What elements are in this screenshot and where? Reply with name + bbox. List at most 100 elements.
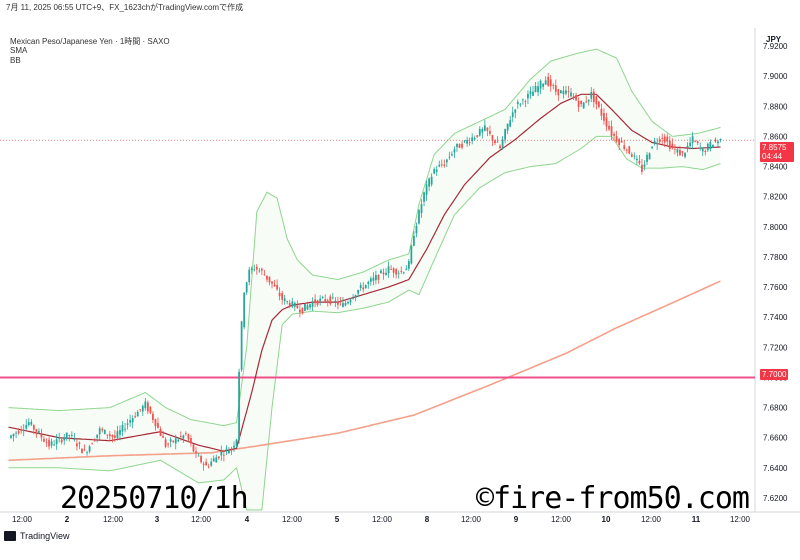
candle-body — [597, 101, 600, 108]
candle-body — [544, 80, 547, 85]
candle-body — [608, 125, 610, 130]
candle-body — [494, 140, 496, 144]
candle-body — [144, 401, 147, 409]
price-tick-label: 7.8000 — [763, 223, 788, 232]
candle-body — [501, 139, 504, 149]
candle-body — [648, 153, 651, 160]
candle-body — [506, 123, 509, 131]
candle-body — [200, 456, 202, 463]
candle-body — [22, 429, 25, 431]
candle-body — [445, 159, 448, 163]
candle-body — [266, 275, 268, 280]
candle-body — [587, 99, 590, 102]
candle-body — [618, 138, 621, 146]
candle-body — [516, 101, 519, 105]
candle-body — [83, 449, 86, 451]
candle-body — [395, 269, 398, 275]
candle-body — [397, 272, 400, 274]
candle-body — [364, 284, 367, 289]
indicator-sma-label[interactable]: SMA — [10, 46, 28, 55]
sma-long-line — [8, 280, 721, 462]
candle-body — [116, 431, 119, 438]
candle-body — [453, 149, 456, 153]
candle-body — [48, 439, 50, 447]
time-tick-label: 4 — [245, 515, 250, 524]
candle-body — [671, 143, 674, 149]
candle-body — [157, 422, 159, 428]
candle-body — [392, 268, 395, 273]
candle-body — [380, 270, 382, 274]
candle-body — [182, 435, 185, 439]
candle-body — [615, 136, 618, 142]
indicator-bb-label[interactable]: BB — [10, 56, 21, 65]
candle-body — [68, 435, 71, 436]
candle-body — [471, 137, 474, 142]
bollinger-bands — [8, 49, 721, 510]
candle-body — [456, 143, 458, 148]
candle-body — [691, 136, 694, 143]
candle-body — [184, 433, 187, 435]
candle-body — [428, 178, 430, 187]
candle-body — [70, 434, 73, 436]
currency-label[interactable]: JPY — [766, 35, 782, 44]
candle-body — [96, 434, 99, 438]
candle-body — [299, 309, 301, 313]
price-tick-label: 7.6400 — [763, 464, 788, 473]
price-tick-label: 7.9200 — [763, 42, 788, 51]
tradingview-logo-text: TradingView — [20, 531, 70, 541]
time-tick-label: 11 — [692, 515, 701, 524]
candle-body — [433, 169, 436, 174]
candle-body — [712, 144, 714, 148]
candle-body — [661, 137, 664, 139]
price-tick-label: 7.6600 — [763, 434, 788, 443]
candle-body — [635, 158, 638, 161]
tradingview-logo[interactable]: TradingView — [4, 531, 70, 541]
time-tick-label: 12:00 — [372, 515, 393, 524]
candle-body — [572, 96, 575, 98]
symbol-title[interactable]: Mexican Peso/Japanese Yen · 1時間 · SAXO — [10, 37, 170, 46]
candle-body — [481, 128, 484, 133]
candle-body — [486, 127, 489, 131]
candle-body — [694, 141, 697, 143]
candle-body — [98, 428, 101, 435]
candle-body — [390, 269, 392, 270]
last-price-tag: 7.8575 04:44 — [760, 142, 794, 162]
candle-body — [17, 431, 20, 434]
candle-body — [592, 91, 595, 103]
candle-body — [129, 420, 132, 423]
candle-body — [321, 297, 324, 298]
candle-body — [329, 296, 332, 304]
candle-body — [633, 155, 636, 157]
candle-body — [134, 416, 137, 418]
candle-body — [263, 274, 266, 276]
candle-body — [605, 117, 608, 127]
candle-body — [603, 113, 605, 121]
level-price-tag: 7.7000 — [760, 369, 789, 380]
time-tick-label: 12:00 — [191, 515, 212, 524]
candle-body — [478, 128, 481, 136]
candle-body — [575, 94, 577, 101]
candle-body — [684, 152, 686, 157]
candle-body — [413, 235, 415, 246]
candle-body — [344, 303, 347, 306]
candle-body — [476, 135, 479, 137]
candle-body — [139, 409, 142, 411]
candle-body — [468, 142, 471, 144]
candle-body — [136, 411, 139, 417]
candle-body — [215, 457, 218, 463]
candle-body — [78, 442, 81, 444]
candle-body — [557, 89, 560, 96]
candle-body — [554, 85, 557, 92]
candle-body — [668, 140, 671, 150]
candle-body — [577, 100, 580, 107]
candle-body — [628, 146, 631, 154]
price-axis: 7.9200 7.9000 7.8800 7.8600 7.8400 7.8200 7.80… — [763, 42, 788, 503]
candle-body — [674, 148, 676, 150]
candle-body — [666, 136, 669, 142]
candle-body — [699, 147, 702, 149]
candle-body — [291, 301, 294, 307]
candle-body — [418, 210, 420, 224]
candle-body — [463, 140, 466, 142]
candle-body — [582, 102, 585, 109]
